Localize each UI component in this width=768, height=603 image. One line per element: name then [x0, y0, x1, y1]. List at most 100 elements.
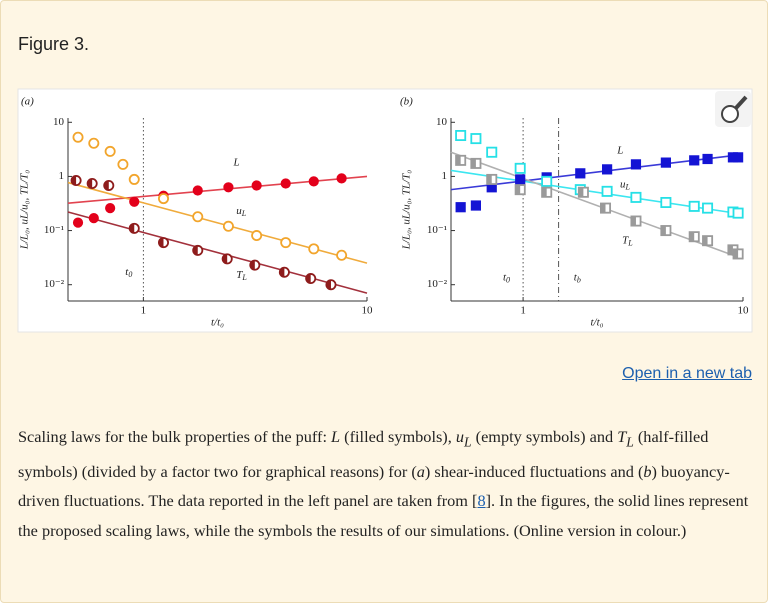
marker [280, 178, 291, 189]
marker-half [104, 180, 109, 191]
zoom-handle [734, 95, 748, 110]
marker [514, 162, 526, 174]
annotation: uL [236, 205, 247, 218]
marker-shape [128, 173, 140, 185]
marker [455, 154, 467, 166]
annotation-text: u [236, 205, 242, 217]
marker-half [471, 158, 476, 169]
marker-shape [515, 174, 526, 185]
marker [105, 202, 116, 214]
marker [541, 175, 553, 187]
marker-shape [602, 164, 613, 175]
marker [702, 202, 714, 214]
marker [602, 164, 613, 175]
marker-shape [251, 180, 262, 191]
marker-half [87, 178, 93, 189]
marker [688, 200, 700, 212]
annotation: L [233, 156, 240, 168]
marker [336, 173, 347, 184]
x-tick-label: 10 [362, 305, 374, 317]
marker-half [515, 185, 521, 195]
marker-shape [455, 202, 466, 213]
marker [251, 180, 262, 191]
marker [308, 243, 320, 255]
marker-shape [72, 131, 84, 143]
marker-half [702, 236, 708, 246]
marker [86, 178, 98, 190]
caption-math: L [626, 434, 634, 450]
marker-shape [541, 175, 553, 187]
marker [515, 174, 526, 185]
marker-shape [104, 145, 116, 157]
reference-link[interactable]: 8 [477, 491, 486, 511]
fit-line [67, 211, 368, 294]
marker-shape [117, 158, 129, 170]
annotation: TL [622, 234, 633, 247]
marker [660, 157, 671, 168]
marker [660, 225, 672, 237]
marker-shape [129, 196, 140, 207]
annotation-text: t [125, 266, 129, 278]
marker [278, 266, 290, 278]
panel-label: (a) [21, 96, 34, 108]
caption-math: a [416, 461, 425, 481]
marker-shape [336, 249, 348, 261]
marker-shape [308, 176, 319, 187]
marker-shape [280, 178, 291, 189]
marker-half [578, 187, 584, 197]
caption: Scaling laws for the bulk properties of … [18, 422, 754, 545]
marker-shape [486, 146, 498, 158]
marker-shape [630, 191, 642, 203]
marker-shape [251, 230, 263, 242]
marker [129, 196, 140, 207]
caption-text: (half-filled symbols) (divided by a fact… [18, 427, 709, 481]
marker-shape [660, 157, 671, 168]
figure-title: Figure 3. [18, 34, 90, 54]
marker [72, 217, 84, 228]
annotation-text: u [620, 178, 626, 190]
marker [251, 230, 263, 242]
x-tick-label: 10 [738, 305, 750, 317]
annotation-text: t [574, 271, 578, 283]
marker-shape [732, 207, 744, 219]
marker [72, 131, 84, 143]
marker-shape [280, 237, 292, 249]
caption-text: (empty symbols) and [471, 427, 618, 446]
marker-shape [688, 200, 700, 212]
marker-half [689, 232, 695, 242]
marker [103, 179, 115, 191]
marker-half [631, 216, 636, 226]
y-axis-label: L/L₀, uL/u₀, TL/T₀ [19, 170, 31, 251]
marker [325, 279, 337, 291]
zoom-button[interactable] [715, 91, 751, 127]
annotation: uL [620, 178, 631, 191]
marker [600, 202, 612, 214]
zoom-lens [721, 105, 739, 123]
open-link[interactable]: Open in a new tab [622, 365, 752, 382]
marker-shape [192, 185, 203, 196]
caption-math: b [643, 461, 652, 481]
marker [732, 248, 744, 260]
marker-half [326, 280, 331, 290]
marker [192, 244, 204, 256]
marker [158, 193, 170, 205]
marker-half [728, 245, 733, 255]
marker-half [456, 155, 461, 165]
marker [688, 231, 700, 243]
annotation-text: T [622, 234, 629, 246]
x-tick-label: 1 [520, 305, 526, 317]
y-tick-label: 1 [442, 170, 448, 182]
annotation-text: L [233, 156, 240, 168]
annotation-sub: 0 [506, 275, 510, 284]
marker [689, 155, 700, 166]
annotation-sub: b [577, 275, 581, 284]
marker-shape [470, 200, 481, 211]
caption-math: L [331, 427, 341, 446]
marker-shape [308, 243, 320, 255]
marker [192, 211, 204, 223]
marker [280, 237, 292, 249]
marker-shape [702, 202, 714, 214]
marker-half [279, 267, 285, 277]
marker [88, 137, 100, 149]
